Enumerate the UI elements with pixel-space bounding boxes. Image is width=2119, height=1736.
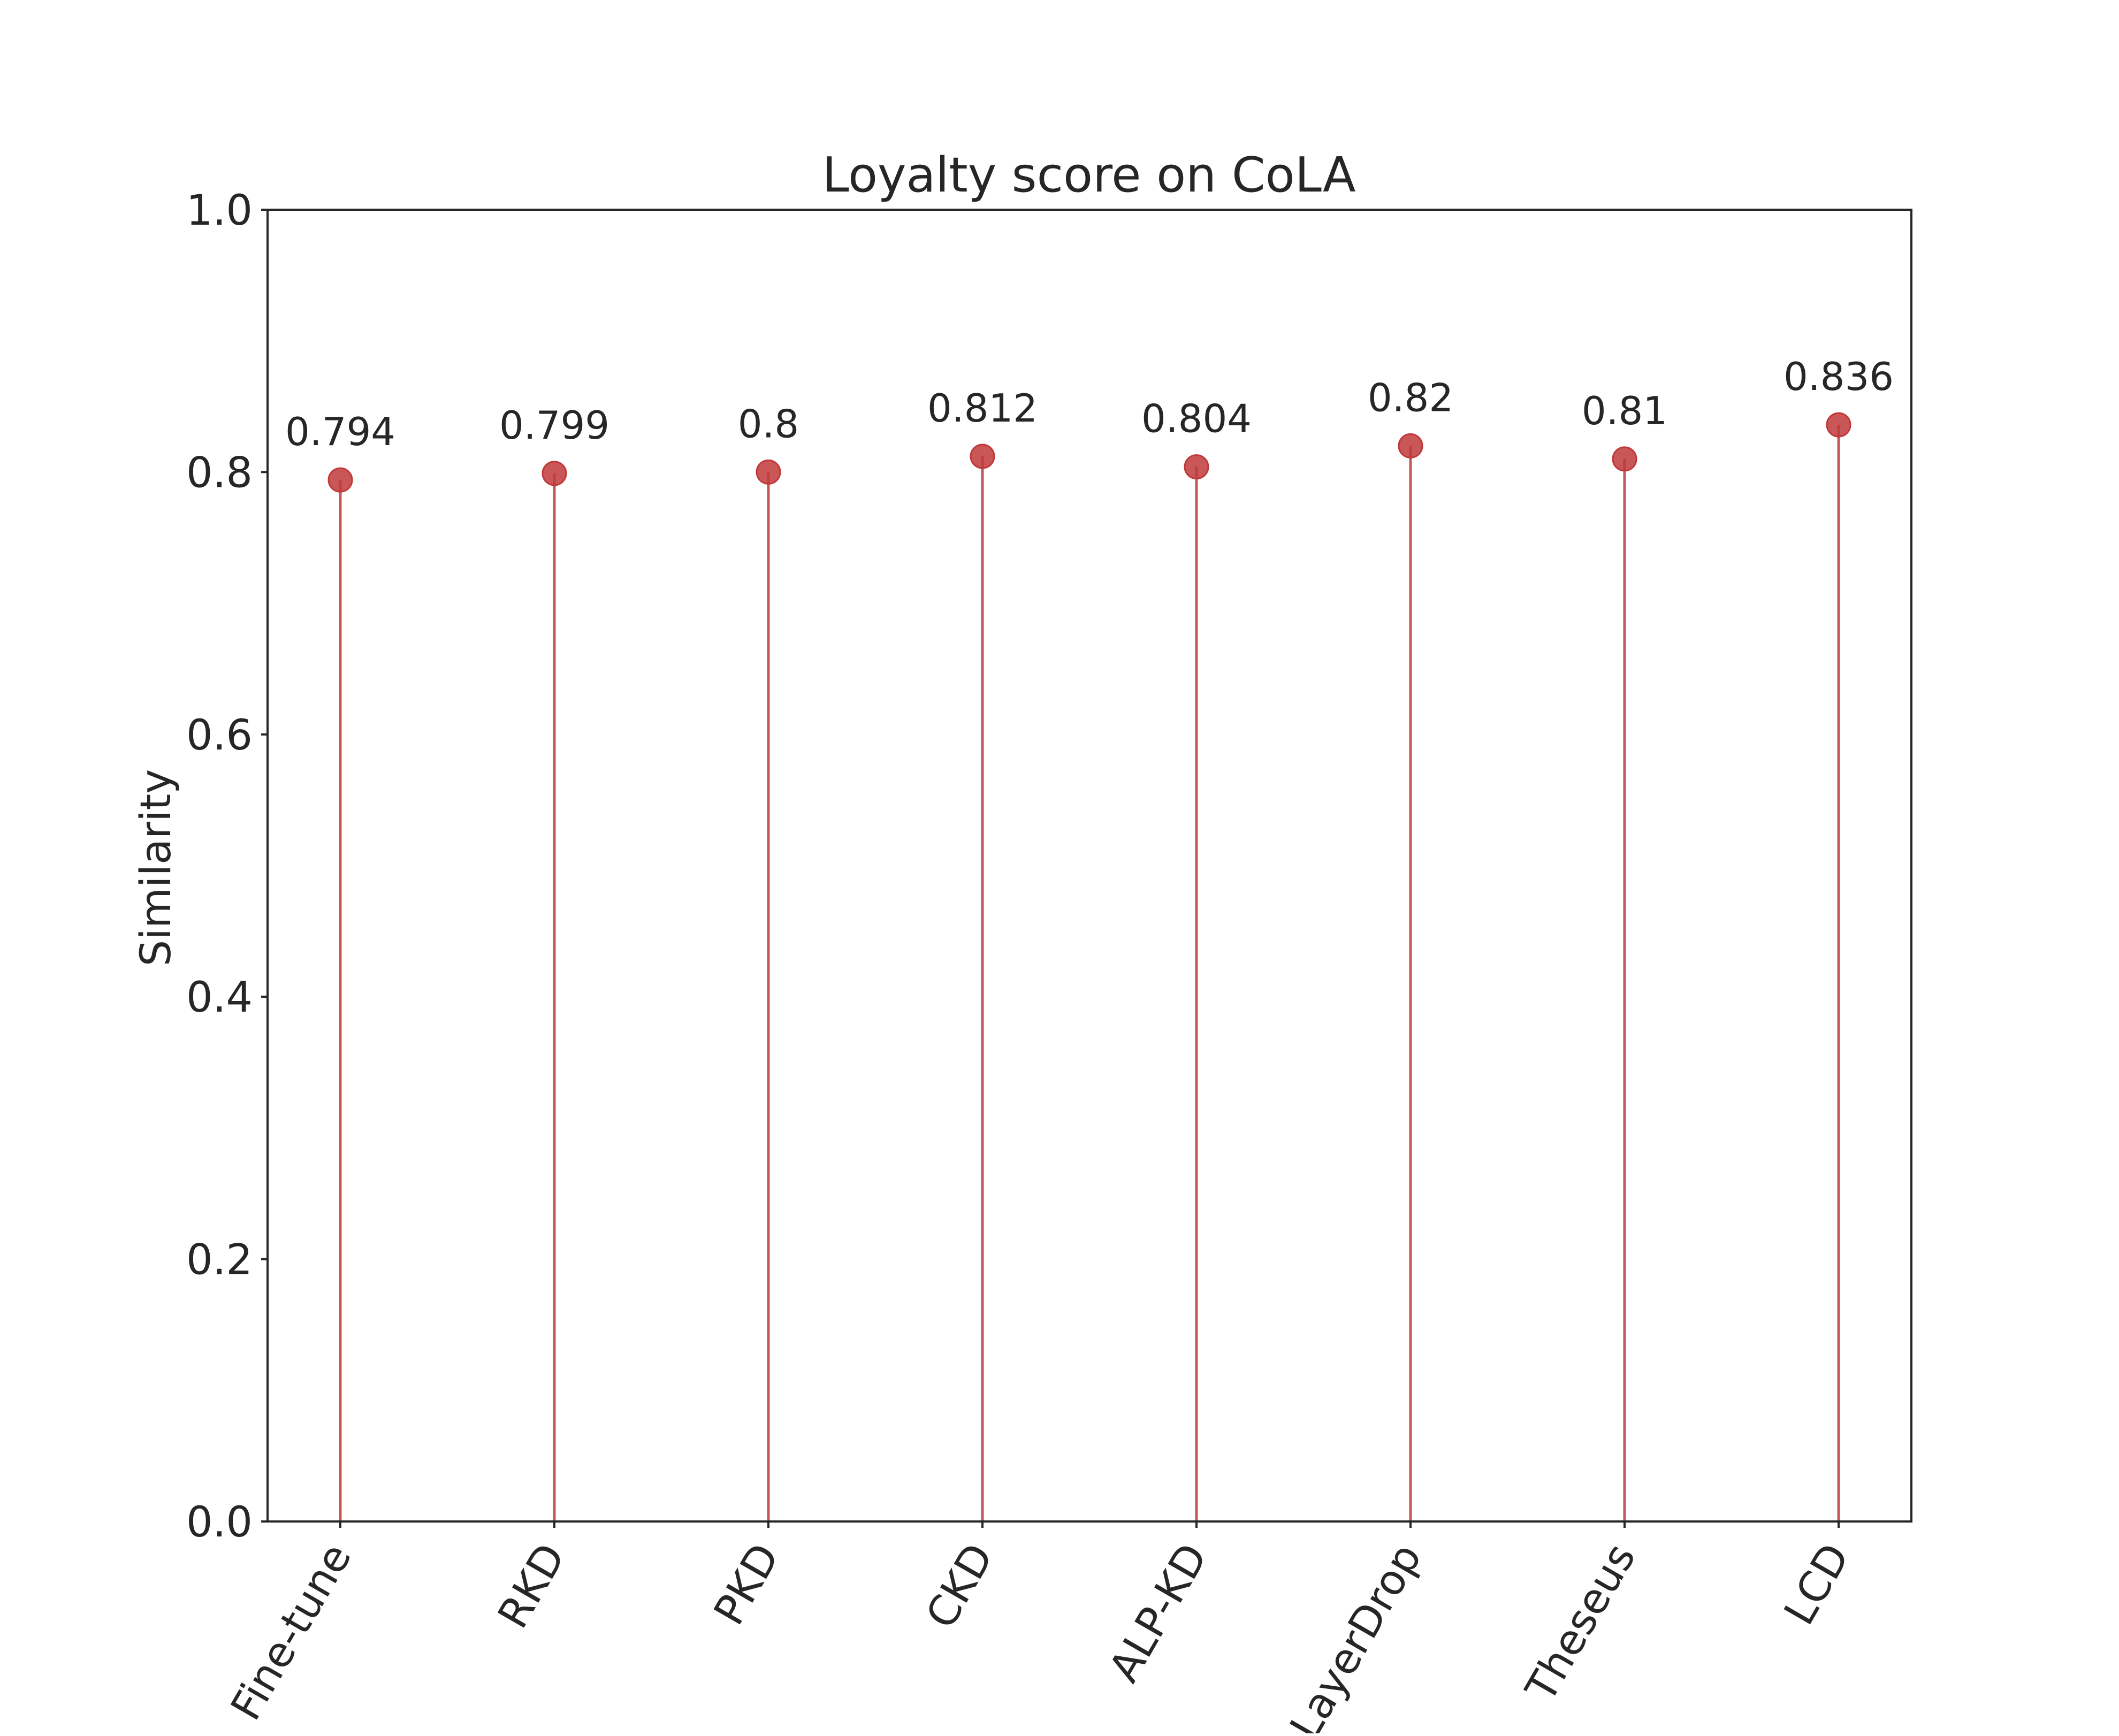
data-label: 0.81 bbox=[1582, 388, 1667, 433]
markers-layer bbox=[327, 412, 1851, 493]
chart-title: Loyalty score on CoLA bbox=[822, 147, 1355, 203]
x-tick-label: Fine-tune bbox=[222, 1536, 361, 1729]
x-ticks-layer: Fine-tune RKD PKD CKD ALP-KD LayerDrop Theseus… bbox=[222, 1521, 1859, 1736]
x-tick-label: LCD bbox=[1775, 1536, 1859, 1633]
y-tick-label: 0.4 bbox=[186, 974, 253, 1022]
x-tick-label: CKD bbox=[917, 1536, 1003, 1636]
x-tick-label: RKD bbox=[489, 1536, 575, 1636]
data-label: 0.799 bbox=[499, 403, 609, 448]
data-label: 0.836 bbox=[1783, 354, 1894, 399]
data-label: 0.804 bbox=[1141, 396, 1252, 441]
marker-pkd bbox=[756, 459, 781, 485]
x-tick-label: ALP-KD bbox=[1100, 1536, 1217, 1691]
data-label: 0.8 bbox=[738, 401, 799, 446]
y-tick-label: 1.0 bbox=[186, 187, 253, 235]
x-tick-label: LayerDrop bbox=[1281, 1536, 1431, 1734]
data-label: 0.794 bbox=[285, 409, 395, 454]
x-tick-label: PKD bbox=[705, 1536, 789, 1633]
marker-fine-tune bbox=[327, 467, 353, 493]
x-tick-label: Theseus bbox=[1516, 1536, 1645, 1710]
y-tick-label: 0.2 bbox=[186, 1236, 253, 1284]
marker-alp-kd bbox=[1184, 454, 1209, 480]
y-tick-label: 0.0 bbox=[186, 1498, 253, 1547]
stems-layer bbox=[339, 425, 1840, 1521]
marker-rkd bbox=[542, 461, 567, 486]
data-label: 0.812 bbox=[927, 386, 1038, 431]
y-ticks-layer: 0.0 0.2 0.4 0.6 0.8 1.0 bbox=[186, 187, 268, 1547]
y-axis-label: Similarity bbox=[132, 769, 180, 967]
marker-layerdrop bbox=[1398, 433, 1423, 458]
marker-ckd bbox=[970, 443, 995, 469]
marker-theseus bbox=[1612, 446, 1637, 472]
y-tick-label: 0.8 bbox=[186, 449, 253, 497]
y-tick-label: 0.6 bbox=[186, 712, 253, 760]
marker-lcd bbox=[1826, 412, 1851, 438]
data-label: 0.82 bbox=[1368, 375, 1453, 420]
plot-frame bbox=[266, 209, 1912, 1523]
data-labels-layer: 0.794 0.799 0.8 0.812 0.804 0.82 0.81 0.836 bbox=[285, 354, 1894, 454]
